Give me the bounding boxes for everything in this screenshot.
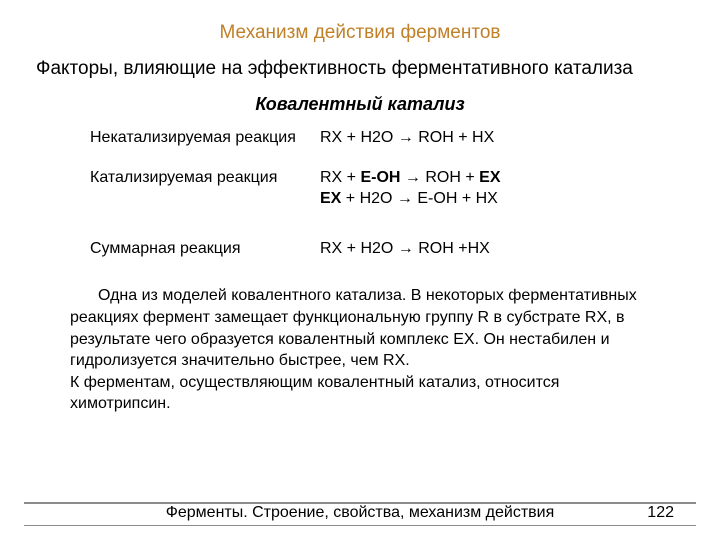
- footer-text: Ферменты. Строение, свойства, механизм д…: [154, 504, 567, 522]
- reaction-label: Суммарная реакция: [90, 238, 320, 260]
- reaction-label: Некатализируемая реакция: [90, 127, 320, 149]
- reaction-row-uncatalyzed: Некатализируемая реакция RX + H2O → ROH …: [90, 127, 720, 149]
- paragraph: Одна из моделей ковалентного катализа. В…: [70, 285, 660, 371]
- reaction-line: RX + E-OH → ROH + EX: [320, 167, 720, 189]
- section-heading: Ковалентный катализ: [0, 80, 720, 115]
- slide-subtitle: Факторы, влияющие на эффективность ферме…: [0, 44, 720, 80]
- reactions-block: Некатализируемая реакция RX + H2O → ROH …: [0, 115, 720, 259]
- reaction-equation: RX + E-OH → ROH + EX EX + H2O → E-OH + H…: [320, 167, 720, 210]
- reaction-row-catalyzed: Катализируемая реакция RX + E-OH → ROH +…: [90, 167, 720, 210]
- reaction-label: Катализируемая реакция: [90, 167, 320, 189]
- page-number: 122: [647, 504, 674, 522]
- reaction-equation: RX + H2O → ROH + HX: [320, 127, 720, 149]
- slide-title: Механизм действия ферментов: [0, 0, 720, 44]
- reaction-equation: RX + H2O → ROH +HX: [320, 238, 720, 260]
- reaction-row-net: Суммарная реакция RX + H2O → ROH +HX: [90, 238, 720, 260]
- paragraph: К ферментам, осуществляющим ковалентный …: [70, 372, 660, 415]
- body-text: Одна из моделей ковалентного катализа. В…: [0, 259, 720, 415]
- slide-footer: Ферменты. Строение, свойства, механизм д…: [0, 502, 720, 526]
- reaction-line: EX + H2O → E-OH + HX: [320, 188, 720, 210]
- footer-rule-bottom: [24, 525, 696, 526]
- slide: Механизм действия ферментов Факторы, вли…: [0, 0, 720, 540]
